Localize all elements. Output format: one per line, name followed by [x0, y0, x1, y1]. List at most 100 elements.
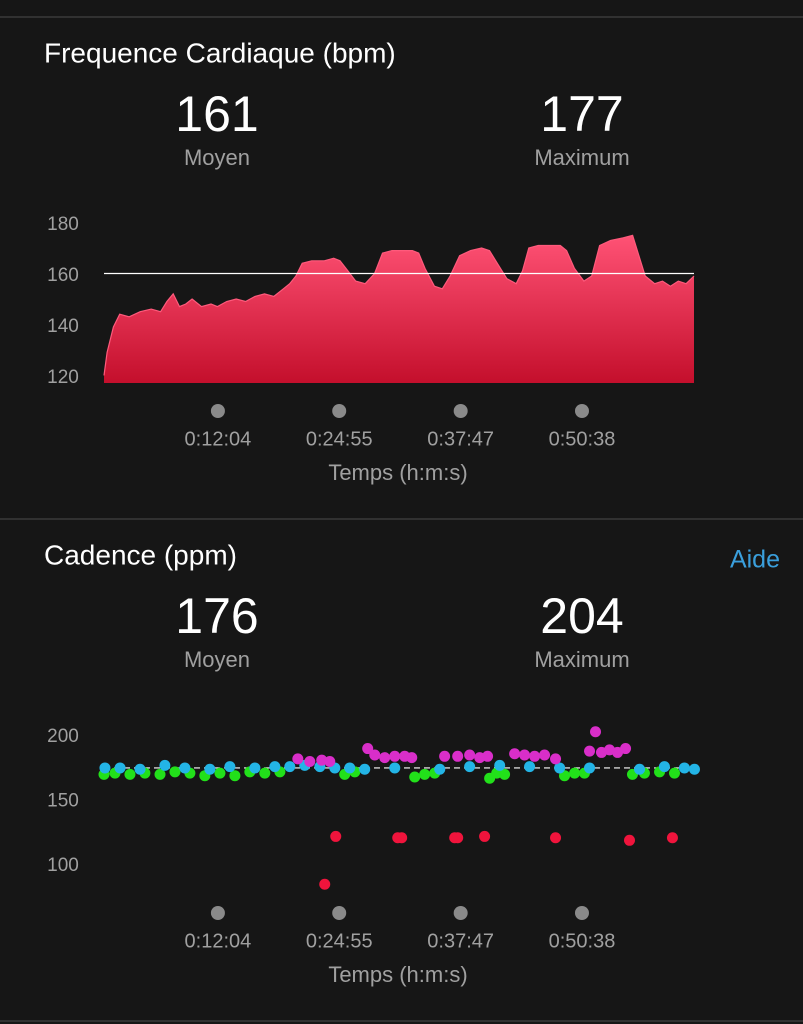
x-tick-dot	[574, 404, 589, 418]
cadence-point	[658, 761, 670, 773]
cadence-point	[550, 753, 562, 765]
cadence-point	[169, 766, 181, 778]
cadence-point	[114, 762, 126, 774]
cadence-point	[509, 748, 521, 760]
cadence-point	[292, 753, 304, 765]
cadence-point	[204, 763, 216, 775]
cadence-point	[569, 767, 581, 779]
x-tick-dot	[210, 906, 225, 920]
area-line	[103, 234, 695, 376]
x-axis-title: Temps (h:m:s)	[328, 962, 467, 987]
cadence-point	[124, 768, 136, 780]
cadence-point	[330, 830, 342, 842]
cadence-point	[259, 767, 271, 779]
cadence-point	[396, 832, 408, 844]
x-tick-dot	[574, 906, 589, 920]
cadence-point	[379, 752, 391, 764]
cadence-point	[409, 771, 421, 783]
cadence-point	[499, 768, 511, 780]
cadence-point	[214, 767, 226, 779]
x-tick-label: 0:37:47	[427, 428, 494, 450]
cadence-point	[550, 832, 562, 844]
stat-value: 176	[175, 588, 258, 644]
x-tick-dot	[210, 404, 225, 418]
stat-value: 177	[540, 86, 623, 142]
cadence-point	[464, 749, 476, 761]
cadence-point	[249, 762, 261, 774]
card-title: Frequence Cardiaque (bpm)	[44, 37, 396, 68]
cadence-point	[524, 761, 536, 773]
x-tick-label: 0:50:38	[549, 930, 616, 952]
cadence-point	[419, 768, 431, 780]
stat-label: Maximum	[534, 145, 629, 170]
cadence-point	[584, 762, 596, 774]
cadence-point	[344, 762, 356, 774]
cadence-point	[678, 762, 690, 774]
cadence-point	[452, 750, 464, 762]
cadence-point	[362, 743, 374, 755]
y-tick-label: 120	[47, 367, 79, 388]
x-tick-dot	[453, 404, 468, 418]
cadence-point	[494, 759, 506, 771]
y-tick-label: 100	[47, 855, 79, 876]
y-tick-label: 140	[47, 316, 79, 337]
cadence-point	[99, 762, 111, 774]
cadence-point	[269, 761, 281, 773]
cadence-point	[224, 761, 236, 773]
cadence-point	[623, 834, 635, 846]
cadence-point	[389, 750, 401, 762]
y-tick-label: 150	[47, 791, 79, 812]
cadence-point	[452, 832, 464, 844]
cadence-point	[359, 763, 371, 775]
stat-label: Maximum	[534, 647, 629, 672]
x-tick-label: 0:24:55	[306, 428, 373, 450]
x-tick-label: 0:24:55	[306, 930, 373, 952]
cadence-point	[479, 830, 491, 842]
area-fill	[104, 235, 694, 383]
cadence-point	[634, 763, 646, 775]
x-tick-label: 0:50:38	[549, 428, 616, 450]
cadence-point	[284, 761, 296, 773]
x-tick-label: 0:12:04	[185, 930, 252, 952]
x-tick-dot	[453, 906, 468, 920]
stat-label: Moyen	[184, 145, 250, 170]
cadence-point	[229, 770, 241, 782]
cadence-point	[554, 762, 566, 774]
cadence-point	[319, 878, 331, 890]
cadence-point	[369, 749, 381, 761]
cadence-point	[324, 755, 336, 767]
cadence-point	[590, 726, 602, 738]
stat-value: 204	[540, 588, 623, 644]
cadence-point	[519, 749, 531, 761]
cadence-point	[159, 759, 171, 771]
x-tick-label: 0:37:47	[427, 930, 494, 952]
cadence-point	[584, 745, 596, 757]
cadence-point	[434, 763, 446, 775]
card-title: Cadence (ppm)	[44, 539, 237, 570]
cadence-point	[304, 755, 316, 767]
cadence-point	[482, 750, 494, 762]
cadence-point	[406, 752, 418, 764]
x-tick-dot	[332, 906, 347, 920]
cadence-point	[688, 763, 700, 775]
cadence-point	[389, 762, 401, 774]
y-tick-label: 180	[47, 214, 79, 235]
x-tick-label: 0:12:04	[185, 428, 252, 450]
y-tick-label: 160	[47, 265, 79, 286]
cadence-point	[668, 767, 680, 779]
cadence-point	[154, 768, 166, 780]
cadence-point	[179, 762, 191, 774]
cadence-point	[666, 832, 678, 844]
y-tick-label: 200	[47, 726, 79, 747]
help-link[interactable]: Aide	[730, 546, 780, 574]
x-axis-title: Temps (h:m:s)	[328, 460, 467, 485]
stat-value: 161	[175, 86, 258, 142]
cadence-point	[620, 743, 632, 755]
cadence-point	[529, 750, 541, 762]
cadence-point	[464, 761, 476, 773]
x-tick-dot	[332, 404, 347, 418]
stat-label: Moyen	[184, 647, 250, 672]
